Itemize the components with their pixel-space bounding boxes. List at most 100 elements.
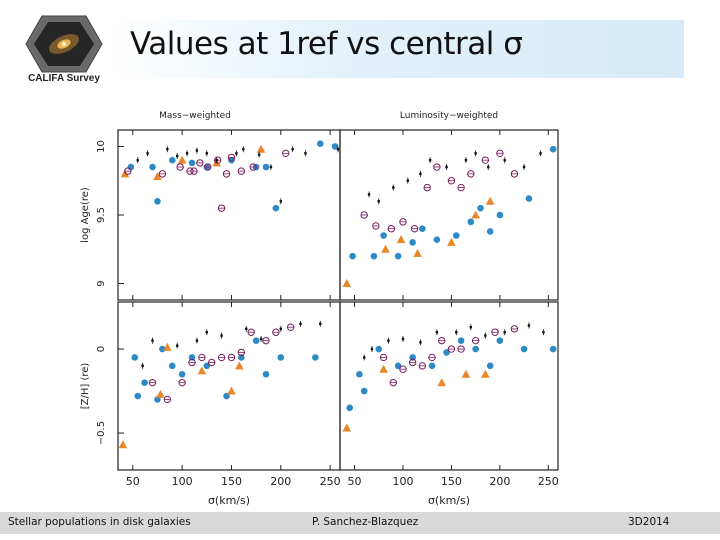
dot-marker xyxy=(220,334,223,337)
dot-marker xyxy=(464,158,468,162)
data-point-open-circle xyxy=(196,159,204,167)
data-point-dot xyxy=(392,184,395,191)
logo-text: CALIFA Survey xyxy=(28,73,100,84)
data-point-open-circle xyxy=(467,170,475,178)
dot-marker xyxy=(542,331,545,334)
data-point-open-circle xyxy=(158,170,167,178)
data-point-open-circle xyxy=(148,378,157,387)
open-circle-ring xyxy=(262,336,270,345)
data-point-dot xyxy=(205,150,208,157)
open-circle-ring xyxy=(433,163,441,171)
open-circle-ring xyxy=(204,163,212,171)
data-point-filled-circle xyxy=(238,354,245,361)
data-point-dot xyxy=(146,150,149,157)
data-point-open-circle xyxy=(447,345,456,353)
open-circle-ring xyxy=(410,225,419,233)
dot-marker xyxy=(487,165,490,169)
data-point-open-circle xyxy=(282,149,290,158)
data-point-filled-circle xyxy=(477,204,484,212)
dot-marker xyxy=(503,158,506,162)
data-point-dot xyxy=(387,337,390,344)
x-tick-label: 100 xyxy=(392,475,413,488)
data-point-open-circle xyxy=(387,225,396,233)
data-point-open-circle xyxy=(198,353,206,362)
dot-marker xyxy=(185,152,189,155)
data-point-filled-circle xyxy=(486,362,494,370)
x-tick-label: 150 xyxy=(221,475,242,488)
x-tick-label: 200 xyxy=(270,475,291,488)
open-circle-ring xyxy=(247,328,255,336)
dot-marker xyxy=(484,334,487,337)
data-point-open-circle xyxy=(237,348,246,357)
open-circle-ring xyxy=(447,177,456,185)
panel-top-left: Mass−weighted 9 9.5 10 log Age(re) xyxy=(80,111,341,301)
open-circle-ring xyxy=(379,353,388,362)
data-point-triangle xyxy=(342,423,352,432)
data-point-filled-circle xyxy=(131,354,139,361)
open-circle-ring xyxy=(408,358,417,367)
data-point-filled-circle xyxy=(188,159,196,167)
dot-marker xyxy=(503,331,506,334)
dot-marker xyxy=(539,152,542,155)
data-point-filled-circle xyxy=(188,354,196,361)
open-circle-ring xyxy=(510,325,519,333)
data-point-dot xyxy=(503,157,506,164)
data-point-dot xyxy=(428,157,432,164)
open-circle-ring xyxy=(158,170,167,178)
dot-marker xyxy=(428,158,432,162)
dot-marker xyxy=(205,331,208,334)
data-point-dot xyxy=(474,150,477,157)
data-point-open-circle xyxy=(491,328,499,336)
data-point-dot xyxy=(370,346,374,353)
data-point-dot xyxy=(401,335,405,342)
open-circle-ring xyxy=(467,170,475,178)
data-point-filled-circle xyxy=(349,252,356,260)
dot-marker xyxy=(363,356,366,359)
open-circle-ring xyxy=(457,183,465,192)
dot-marker xyxy=(522,165,526,169)
open-circle-ring xyxy=(491,328,499,336)
data-point-dot xyxy=(542,329,545,336)
dot-marker xyxy=(146,152,149,155)
data-point-dot xyxy=(464,157,468,164)
data-point-dot xyxy=(469,324,472,331)
dot-marker xyxy=(259,337,263,341)
data-point-triangle xyxy=(153,172,162,181)
data-point-dot xyxy=(419,170,422,177)
data-point-dot xyxy=(419,339,422,346)
data-point-filled-circle xyxy=(370,252,378,260)
open-circle-ring xyxy=(178,378,186,387)
open-circle-ring xyxy=(387,225,396,233)
data-point-filled-circle xyxy=(428,362,436,370)
panel-frame xyxy=(339,129,559,301)
data-point-triangle xyxy=(437,378,447,387)
dot-marker xyxy=(279,327,282,331)
open-circle-ring xyxy=(389,378,397,387)
data-point-triangle xyxy=(447,237,456,246)
data-point-filled-circle xyxy=(272,204,280,212)
data-point-dot xyxy=(176,153,179,160)
open-circle-ring xyxy=(399,218,407,226)
open-circle-ring xyxy=(399,365,407,373)
data-point-open-circle xyxy=(471,336,480,345)
data-point-dot xyxy=(503,329,506,336)
data-point-filled-circle xyxy=(452,232,460,239)
data-point-open-circle xyxy=(372,222,380,230)
data-point-open-circle xyxy=(408,358,417,367)
data-point-filled-circle xyxy=(394,252,402,260)
data-point-filled-circle xyxy=(409,239,416,246)
dot-marker xyxy=(299,322,302,326)
data-point-triangle xyxy=(485,196,495,205)
open-circle-ring xyxy=(249,163,257,171)
dot-marker xyxy=(136,158,139,162)
data-point-dot xyxy=(242,146,245,153)
dot-marker xyxy=(435,331,439,334)
data-point-open-circle xyxy=(217,204,226,212)
x-tick-label: 100 xyxy=(172,475,193,488)
dot-marker xyxy=(527,324,531,327)
dot-marker xyxy=(474,152,477,155)
dot-marker xyxy=(469,326,472,329)
dot-marker xyxy=(336,147,340,151)
data-point-triangle xyxy=(481,369,490,378)
data-point-open-circle xyxy=(262,336,270,345)
